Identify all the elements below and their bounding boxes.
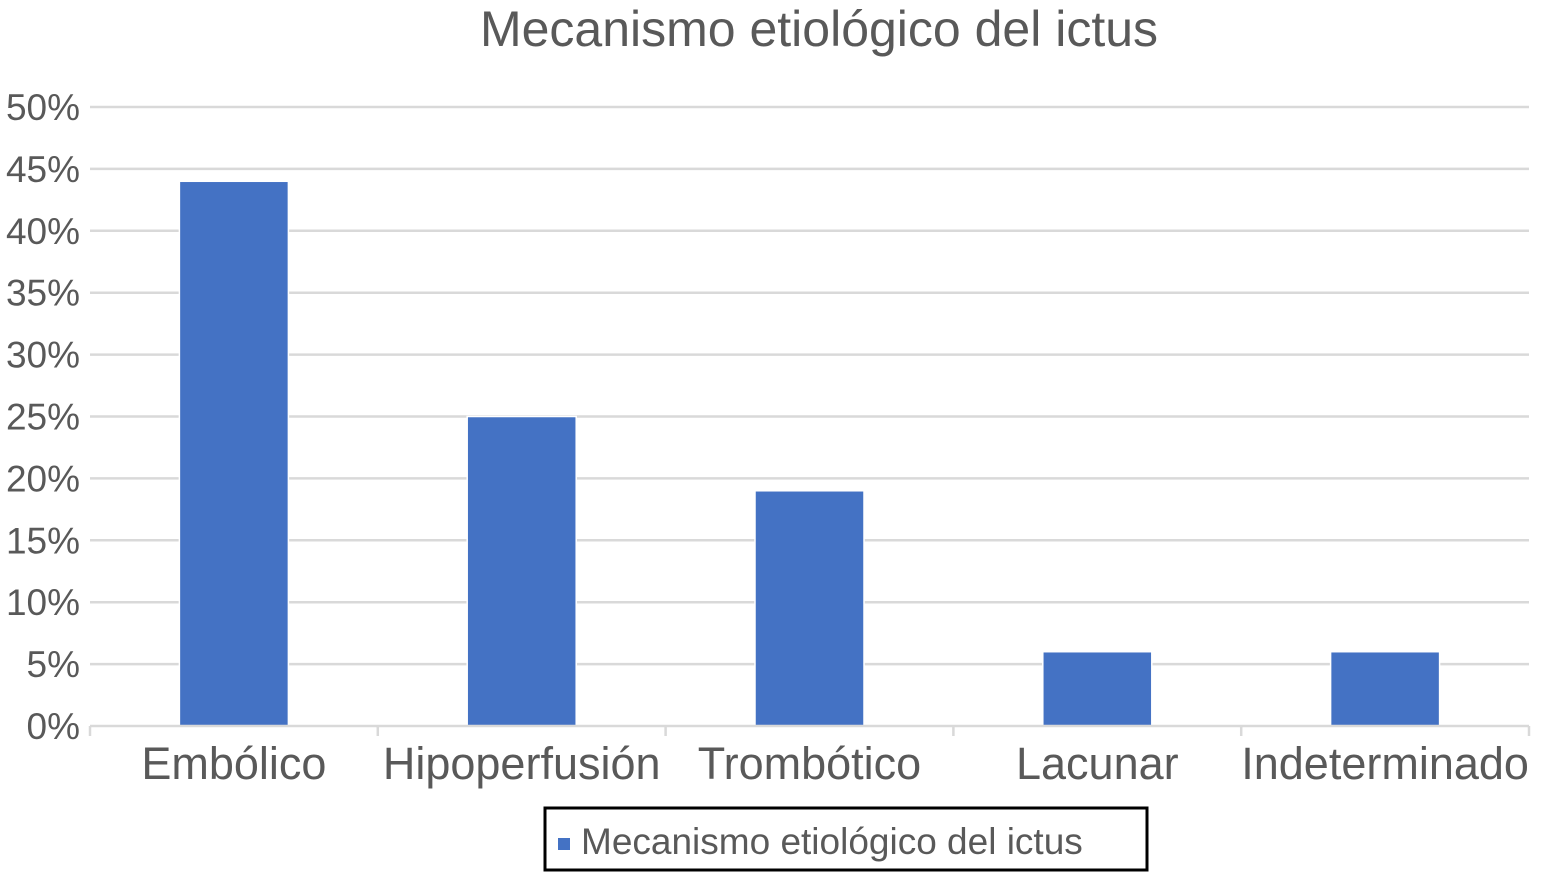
y-tick-label: 40% [6, 211, 80, 252]
y-tick-label: 10% [6, 582, 80, 623]
legend-swatch [558, 838, 570, 850]
x-tick-label: Indeterminado [1241, 738, 1529, 789]
legend: Mecanismo etiológico del ictus [543, 806, 1149, 872]
y-tick-label: 35% [6, 273, 80, 314]
y-tick-label: 15% [6, 520, 80, 561]
y-tick-label: 25% [6, 397, 80, 438]
y-axis-tick-labels: 0% 5% 10% 15% 20% 25% 30% 35% 40% 45% 50% [6, 87, 80, 747]
legend-box [543, 806, 1149, 872]
bars [178, 180, 1441, 727]
y-tick-label: 30% [6, 335, 80, 376]
gridlines [90, 105, 1529, 666]
x-axis-category-labels: Embólico Hipoperfusión Trombótico Lacunar In… [141, 738, 1529, 789]
chart-title: Mecanismo etiológico del ictus [480, 1, 1158, 57]
x-tick-label: Embólico [141, 738, 326, 789]
y-tick-label: 45% [6, 149, 80, 190]
bar [178, 180, 290, 727]
x-tick-label: Hipoperfusión [383, 738, 661, 789]
x-axis [88, 724, 1531, 736]
y-tick-label: 5% [27, 644, 80, 685]
y-tick-label: 0% [27, 706, 80, 747]
y-tick-label: 50% [6, 87, 80, 128]
y-tick-label: 20% [6, 458, 80, 499]
bar [754, 490, 865, 727]
bar [1329, 650, 1441, 727]
x-tick-label: Lacunar [1016, 738, 1179, 789]
bar [1042, 650, 1153, 727]
legend-label: Mecanismo etiológico del ictus [581, 821, 1083, 862]
bar [466, 415, 577, 727]
x-tick-label: Trombótico [698, 738, 921, 789]
